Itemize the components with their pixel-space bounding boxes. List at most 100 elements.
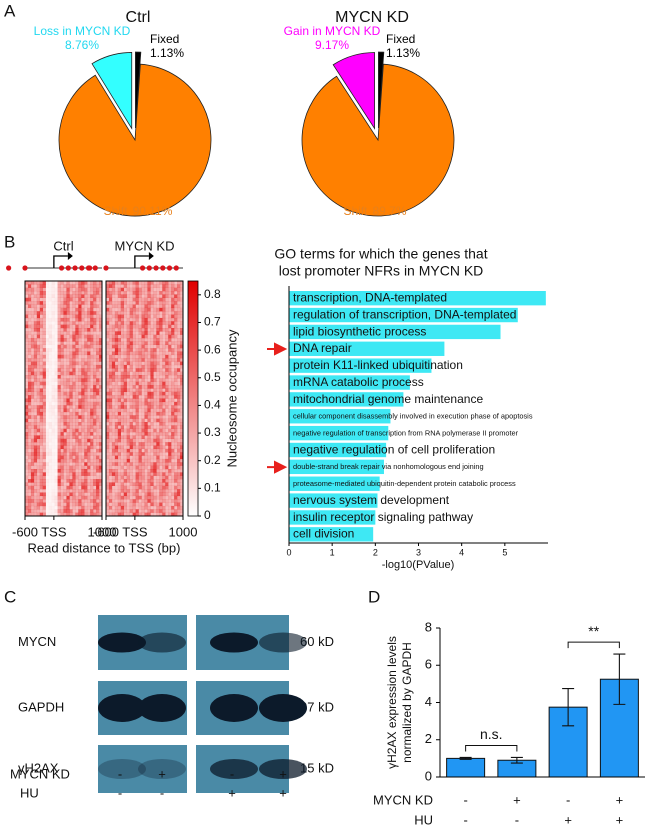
heatmap-cell [84,328,87,332]
heatmap-cell [159,496,162,500]
heatmap-cell [118,409,121,413]
heatmap-cell [49,419,52,423]
heatmap-cell [52,415,55,419]
heatmap-cell [96,452,99,456]
heatmap-cell [133,341,136,345]
heatmap-cell [136,442,139,446]
heatmap-cell [61,288,64,292]
heatmap-cell [153,298,156,302]
heatmap-cell [93,425,96,429]
heatmap-cell [34,365,37,369]
heatmap-cell [115,489,118,493]
heatmap-cell [40,459,43,463]
heatmap-cell [127,315,130,319]
heatmap-cell [52,352,55,356]
heatmap-cell [115,469,118,473]
heatmap-cell [34,348,37,352]
heatmap-cell [159,375,162,379]
heatmap-cell [150,456,153,460]
heatmap-cell [177,378,180,382]
heatmap-cell [34,419,37,423]
heatmap-cell [147,415,150,419]
heatmap-cell [121,482,124,486]
heatmap-cell [31,325,34,329]
heatmap-cell [112,409,115,413]
heatmap-cell [156,348,159,352]
heatmap-cell [37,462,40,466]
heatmap-cell [165,291,168,295]
heatmap-cell [153,392,156,396]
heatmap-cell [69,358,72,362]
heatmap-cell [34,301,37,305]
heatmap-cell [31,335,34,339]
heatmap-cell [55,419,58,423]
heatmap-cell [133,452,136,456]
heatmap-cell [121,456,124,460]
heatmap-cell [159,284,162,288]
heatmap-cell [87,378,90,382]
heatmap-cell [145,503,148,507]
heatmap-cell [136,365,139,369]
heatmap-cell [168,496,171,500]
heatmap-cell [145,405,148,409]
heatmap-cell [133,425,136,429]
heatmap-cell [28,284,31,288]
heatmap-cell [145,298,148,302]
heatmap-cell [136,479,139,483]
heatmap-cell [136,355,139,359]
heatmap-cell [174,368,177,372]
heatmap-cell [165,335,168,339]
heatmap-cell [133,348,136,352]
heatmap-cell [69,288,72,292]
heatmap-cell [87,335,90,339]
heatmap-cell [28,493,31,497]
heatmap-cell [69,422,72,426]
heatmap-cell [58,489,61,493]
heatmap-cell [55,378,58,382]
heatmap-cell [156,412,159,416]
heatmap-cell [168,338,171,342]
heatmap-cell [118,472,121,476]
heatmap-cell [121,284,124,288]
heatmap-cell [174,482,177,486]
heatmap-cell [177,482,180,486]
heatmap-cell [127,388,130,392]
heatmap-cell [96,479,99,483]
heatmap-cell [28,321,31,325]
heatmap-cell [49,503,52,507]
heatmap-cell [162,486,165,490]
heatmap-cell [46,476,49,480]
heatmap-cell [84,496,87,500]
heatmap-cell [177,392,180,396]
heatmap-cell [69,486,72,490]
condition-level: - [230,766,234,781]
heatmap-cell [142,294,145,298]
heatmap-cell [130,425,133,429]
heatmap-cell [159,301,162,305]
heatmap-cell [165,496,168,500]
heatmap-cell [130,462,133,466]
heatmap-cell [124,472,127,476]
heatmap-cell [87,362,90,366]
heatmap-cell [72,321,75,325]
heatmap-cell [66,298,69,302]
heatmap-cell [130,318,133,322]
heatmap-cell [52,499,55,503]
heatmap-cell [55,301,58,305]
heatmap-cell [72,291,75,295]
nucleosome-dot [87,265,92,270]
heatmap-cell [66,288,69,292]
heatmap-cell [177,362,180,366]
heatmap-cell [177,388,180,392]
heatmap-cell [93,338,96,342]
heatmap-cell [55,415,58,419]
heatmap-cell [61,294,64,298]
heatmap-cell [96,301,99,305]
heatmap-cell [112,341,115,345]
heatmap-cell [159,308,162,312]
heatmap-cell [64,412,67,416]
heatmap-cell [145,425,148,429]
heatmap-cell [130,355,133,359]
heatmap-cell [174,432,177,436]
significance-label: n.s. [480,726,503,742]
